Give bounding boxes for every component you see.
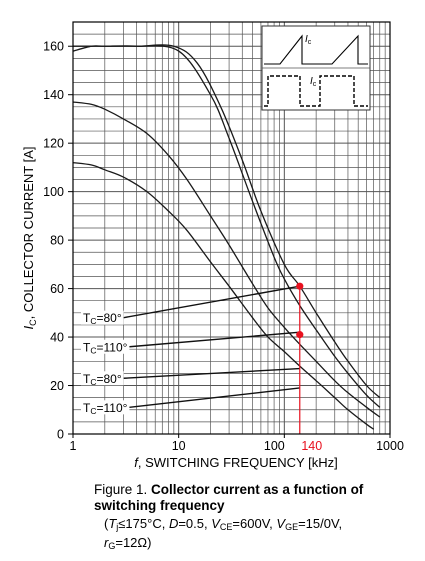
marker-dot-1 [296,282,304,290]
x-tick-label: 100 [264,439,285,453]
tc-label-bg [81,310,124,325]
inset-label-2: Ic [310,76,317,88]
inset-pulse [264,75,368,107]
marker-x-label: 140 [301,439,322,453]
y-tick-label: 120 [43,137,64,151]
figure-caption: Figure 1. Collector current as a functio… [94,482,419,514]
grid [73,22,390,434]
marker-dot-2 [296,331,304,339]
tc-label-4: TC=110° [83,401,128,416]
plot-frame [72,21,391,435]
tc-label-bg [81,339,130,354]
y-tick-label: 160 [43,40,64,54]
tc-label-1: TC=80° [83,311,122,326]
tc-leader-line-3 [123,367,300,379]
figure-title: Collector current as a function of switc… [94,482,364,513]
y-axis-label: IC, COLLECTOR CURRENT [A] [21,146,38,329]
series-curve-4 [72,161,375,430]
tc-label-2: TC=110° [83,340,128,355]
test-conditions: (Tj≤175°C, D=0.5, VCE=600V, VGE=15/0V, rG… [104,516,343,551]
annotations: TC=80° TC=110° TC=80° TC=110° [81,285,300,416]
x-tick-label: 1000 [376,439,404,453]
y-tick-label: 40 [50,331,64,345]
y-tick-label: 80 [50,234,64,248]
y-tick-label: 140 [43,88,64,102]
tc-leader-line-1 [123,285,300,319]
tc-label-bg [81,371,124,386]
tc-label-bg [81,400,130,415]
chart: Ic Ic TC=80° TC=110° TC=80° TC=110° 140 0 20 4… [21,21,404,470]
tc-leader-line-4 [129,387,300,409]
inset-sawtooth [264,34,368,65]
tc-label-3: TC=80° [83,372,122,387]
curves [72,44,381,430]
waveform-inset: Ic Ic [261,25,371,111]
axes: 0 20 40 60 80 100 120 140 160 1 10 100 1000 [43,40,404,453]
frequency-marker: 140 [296,282,322,453]
x-tick-label: 1 [70,439,77,453]
series-curve-3 [72,101,381,418]
y-tick-label: 0 [57,428,64,442]
x-tick-label: 10 [172,439,186,453]
inset-label-1: Ic [305,34,312,46]
y-tick-label: 60 [50,282,64,296]
x-axis-label: f, SWITCHING FREQUENCY [kHz] [134,455,337,470]
figure-number: Figure 1. [94,482,152,497]
series-curve-2 [72,45,381,408]
y-tick-label: 20 [50,379,64,393]
y-tick-label: 100 [43,185,64,199]
tc-leader-line-2 [129,331,300,348]
